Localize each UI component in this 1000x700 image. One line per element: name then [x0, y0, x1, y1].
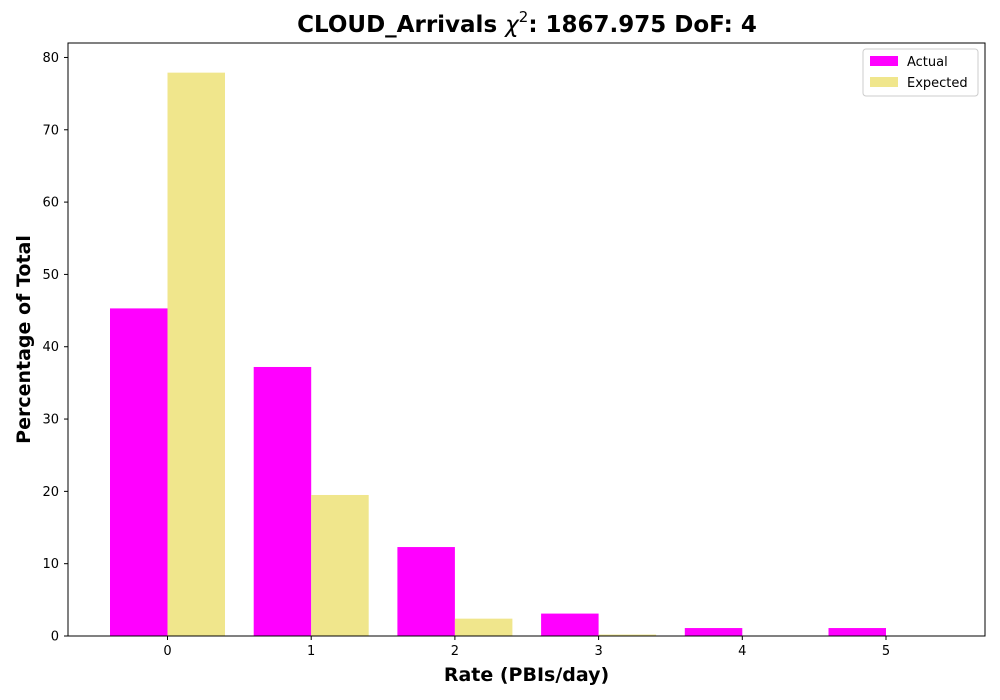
bar-expected-0 — [167, 72, 225, 636]
y-tick-label: 70 — [42, 123, 59, 138]
bar-actual-0 — [110, 308, 168, 636]
x-tick-label: 4 — [738, 644, 746, 659]
y-axis-label: Percentage of Total — [13, 235, 35, 444]
bar-actual-4 — [684, 628, 743, 636]
bar-actual-5 — [828, 628, 886, 636]
bar-expected-1 — [311, 494, 369, 636]
x-tick-label: 5 — [882, 644, 890, 659]
y-tick-label: 0 — [51, 630, 59, 645]
y-tick-label: 10 — [42, 557, 59, 572]
y-tick-label: 40 — [42, 340, 59, 355]
y-tick-label: 30 — [42, 413, 59, 428]
bar-actual-2 — [397, 547, 455, 636]
chart-title: CLOUD_Arrivals χ2: 1867.975 DoF: 4 — [297, 8, 757, 38]
bar-actual-1 — [253, 366, 312, 636]
y-tick-label: 20 — [42, 485, 59, 500]
legend-swatch-expected — [870, 77, 898, 87]
bar-expected-3 — [598, 634, 657, 636]
chart-title-prefix: CLOUD_Arrivals — [297, 12, 505, 38]
plot-frame — [67, 42, 986, 637]
bars-layer — [110, 72, 886, 636]
x-axis-label: Rate (PBIs/day) — [444, 664, 609, 686]
y-tick-label: 50 — [42, 268, 59, 283]
x-tick-label: 0 — [163, 644, 171, 659]
chart-title-suffix: : 1867.975 DoF: 4 — [528, 12, 757, 38]
y-tick-label: 80 — [42, 51, 59, 66]
x-tick-label: 3 — [594, 644, 602, 659]
chart-title-superscript: 2 — [519, 8, 529, 26]
chart-title-chi-symbol: χ — [503, 12, 520, 38]
y-tick-label: 60 — [42, 196, 59, 211]
bar-actual-3 — [541, 613, 599, 636]
legend-label-expected: Expected — [907, 76, 968, 91]
legend-label-actual: Actual — [907, 55, 948, 70]
legend: Actual Expected — [862, 48, 979, 97]
x-tick-label: 1 — [307, 644, 315, 659]
legend-swatch-actual — [870, 56, 898, 66]
bar-expected-2 — [454, 618, 513, 636]
x-tick-label: 2 — [451, 644, 459, 659]
